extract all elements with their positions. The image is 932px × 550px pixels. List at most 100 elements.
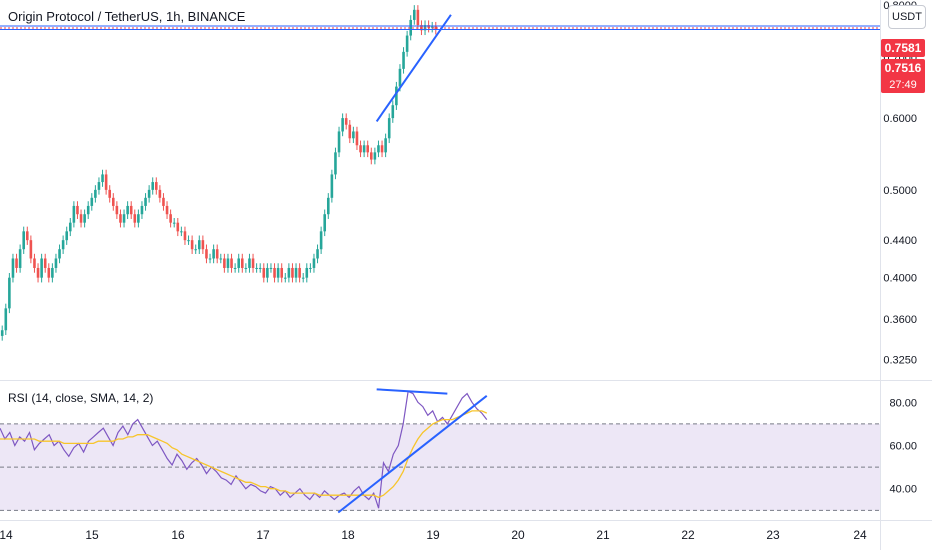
candle — [409, 15, 413, 41]
candle — [25, 226, 29, 245]
chart-title: Origin Protocol / TetherUS, 1h, BINANCE — [8, 9, 246, 24]
price-panel[interactable] — [0, 0, 880, 380]
candle — [72, 201, 76, 228]
candle-body — [219, 258, 223, 260]
candle-body — [29, 240, 33, 259]
candle — [36, 263, 40, 283]
candle — [291, 263, 294, 283]
candle — [165, 201, 169, 219]
candle — [330, 169, 334, 203]
candle-body — [197, 240, 201, 250]
candle-body — [172, 222, 176, 224]
rsi-trendline[interactable] — [376, 388, 448, 395]
candle — [43, 253, 47, 273]
candle — [140, 201, 144, 219]
candle-body — [162, 197, 165, 206]
candle-body — [122, 214, 126, 223]
candle — [65, 226, 69, 245]
candle — [359, 140, 362, 158]
candle — [94, 185, 97, 203]
candle — [237, 253, 241, 273]
candle-body — [151, 182, 155, 190]
candle — [391, 100, 395, 123]
candle — [86, 201, 90, 219]
candle-body — [326, 197, 330, 215]
candle-body — [402, 51, 405, 69]
candle — [294, 263, 298, 283]
candle-body — [248, 258, 251, 268]
candle — [187, 235, 190, 245]
candle — [273, 263, 276, 283]
candle — [47, 263, 51, 283]
candle-body — [334, 152, 337, 175]
candle-body — [377, 145, 380, 153]
rsi-line — [0, 390, 488, 509]
candle — [344, 113, 348, 130]
candle — [309, 263, 312, 273]
candle — [154, 177, 158, 195]
candle-body — [309, 267, 312, 269]
candle-body — [129, 205, 133, 215]
rsi-trendline[interactable] — [337, 395, 488, 514]
candle — [251, 253, 255, 273]
rsi-tick-label: 60.00 — [889, 441, 917, 453]
candle-body — [101, 174, 104, 183]
candle — [341, 113, 344, 137]
candle-body — [323, 214, 327, 232]
rsi-axis[interactable]: 80.00 60.00 40.00 — [889, 397, 917, 495]
candle-body — [244, 267, 248, 269]
candle — [255, 263, 258, 273]
candle — [334, 147, 337, 180]
candle-body — [269, 267, 273, 269]
last-price-tag: 0.7516 27:49 — [881, 59, 925, 93]
candle-body — [283, 277, 287, 279]
candle-body — [237, 258, 241, 268]
candle-body — [90, 197, 94, 206]
candle — [352, 126, 355, 144]
candle-body — [54, 258, 58, 268]
candle — [215, 244, 219, 264]
rsi-indicator-label[interactable]: RSI (14, close, SMA, 14, 2) — [8, 391, 154, 405]
candle-body — [312, 258, 316, 268]
candle-body — [76, 205, 79, 215]
date-tick-label: 20 — [511, 528, 525, 542]
candle — [169, 209, 172, 228]
candle-body — [395, 86, 398, 106]
candle-body — [86, 205, 90, 215]
candle-body — [230, 258, 233, 268]
candle — [348, 120, 352, 144]
candle — [151, 177, 155, 195]
candle-body — [251, 258, 255, 268]
candle-body — [291, 267, 294, 278]
candle-body — [22, 231, 26, 250]
candle-body — [36, 267, 40, 278]
time-axis[interactable]: 14 15 16 17 18 19 20 21 22 23 24 — [0, 528, 867, 542]
rsi-trendlines-layer[interactable] — [337, 388, 488, 514]
candle-body — [305, 267, 309, 278]
rsi-lines-layer — [0, 390, 488, 509]
candle-body — [97, 182, 101, 190]
candle-body — [58, 249, 61, 259]
price-trendline[interactable] — [375, 14, 452, 122]
candle — [266, 263, 269, 283]
candle — [226, 253, 230, 273]
date-tick-label: 21 — [596, 528, 610, 542]
candle — [76, 201, 79, 219]
candle-body — [384, 138, 387, 153]
date-tick-label: 19 — [426, 528, 440, 542]
candle-body — [15, 258, 18, 268]
candle — [362, 140, 366, 158]
candle-body — [298, 267, 301, 278]
currency-button[interactable]: USDT — [888, 5, 926, 29]
candle-body — [366, 145, 370, 153]
candle-body — [373, 152, 377, 160]
candle — [101, 169, 104, 187]
date-tick-label: 16 — [171, 528, 185, 542]
candle — [83, 209, 86, 228]
candle — [104, 169, 108, 195]
candle-body — [208, 258, 212, 260]
candle-body — [287, 267, 291, 278]
price-trendline-layer[interactable] — [375, 14, 452, 122]
candle-body — [355, 131, 359, 146]
